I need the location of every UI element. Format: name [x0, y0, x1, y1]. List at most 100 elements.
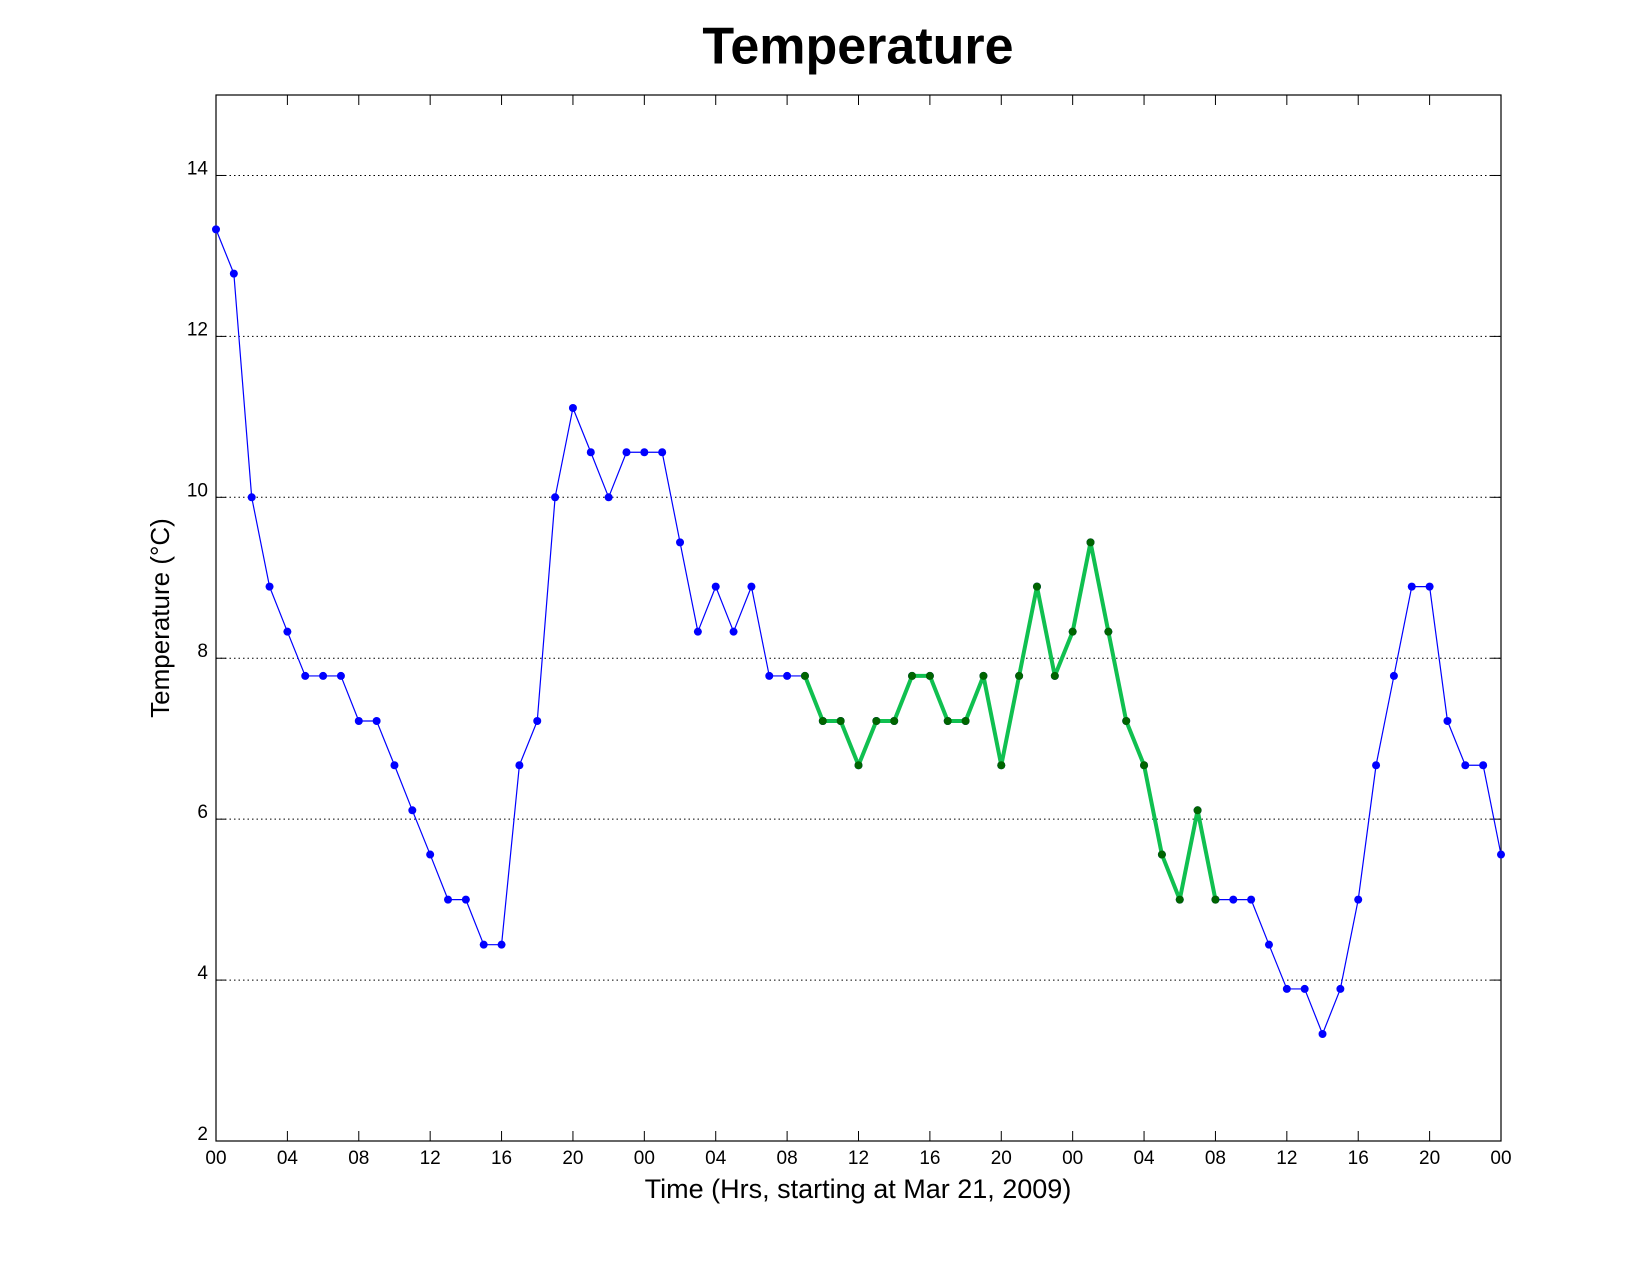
- x-tick-label: 16: [919, 1148, 940, 1169]
- data-point: [229, 269, 238, 278]
- data-point: [515, 761, 524, 770]
- data-point: [854, 761, 863, 770]
- x-tick-label: 00: [1490, 1148, 1511, 1169]
- data-point: [1354, 895, 1363, 904]
- y-axis-label: Temperature (°C): [145, 518, 175, 718]
- data-point: [390, 761, 399, 770]
- data-point: [372, 716, 381, 725]
- data-point: [283, 627, 292, 636]
- x-tick-label: 00: [1062, 1148, 1083, 1169]
- data-point: [1211, 895, 1220, 904]
- data-point: [729, 627, 738, 636]
- axes-box: [215, 94, 1502, 1142]
- data-point: [872, 716, 881, 725]
- x-tick-label: 08: [1205, 1148, 1226, 1169]
- data-point: [461, 895, 470, 904]
- data-point: [265, 582, 274, 591]
- x-tick-label: 00: [205, 1148, 226, 1169]
- data-point: [1104, 627, 1113, 636]
- data-point: [1032, 582, 1041, 591]
- data-point: [1229, 895, 1238, 904]
- data-point: [1300, 984, 1309, 993]
- data-point: [1461, 761, 1470, 770]
- data-point: [997, 761, 1006, 770]
- data-point: [943, 716, 952, 725]
- x-tick-label: 12: [848, 1148, 869, 1169]
- chart-title: Temperature: [702, 18, 1013, 76]
- data-point: [658, 448, 667, 457]
- x-tick-label: 20: [991, 1148, 1012, 1169]
- y-tick-label: 8: [197, 641, 208, 662]
- x-axis-label: Time (Hrs, starting at Mar 21, 2009): [645, 1174, 1072, 1204]
- x-tick-label: 04: [277, 1148, 299, 1169]
- x-tick-label: 00: [634, 1148, 655, 1169]
- data-point: [319, 671, 328, 680]
- y-tick-label: 14: [187, 158, 209, 179]
- data-point: [1318, 1029, 1327, 1038]
- y-tick-label: 2: [197, 1124, 208, 1145]
- data-point: [479, 940, 488, 949]
- data-point: [1247, 895, 1256, 904]
- data-point: [800, 671, 809, 680]
- data-point: [1443, 716, 1452, 725]
- data-point: [1372, 761, 1381, 770]
- data-point: [1140, 761, 1149, 770]
- data-point: [1407, 582, 1416, 591]
- data-point: [783, 671, 792, 680]
- data-point: [212, 225, 220, 234]
- data-point: [1015, 671, 1024, 680]
- data-point: [568, 403, 577, 412]
- data-point: [551, 493, 560, 502]
- y-tick-label: 4: [197, 963, 208, 984]
- data-point: [1050, 671, 1059, 680]
- data-point: [693, 627, 702, 636]
- data-point: [1425, 582, 1434, 591]
- data-point: [444, 895, 453, 904]
- y-tick-label: 6: [197, 802, 208, 823]
- data-point: [979, 671, 988, 680]
- data-point: [765, 671, 774, 680]
- data-point: [426, 850, 435, 859]
- data-point: [1497, 850, 1505, 859]
- data-point: [604, 493, 613, 502]
- data-point: [711, 582, 720, 591]
- data-point: [336, 671, 345, 680]
- y-tick-label: 10: [187, 480, 208, 501]
- data-point: [1264, 940, 1273, 949]
- x-tick-label: 16: [491, 1148, 512, 1169]
- data-point: [1282, 984, 1291, 993]
- data-point: [533, 716, 542, 725]
- data-point: [1193, 806, 1202, 815]
- series-line: [803, 540, 1218, 902]
- x-tick-label: 08: [348, 1148, 369, 1169]
- data-point: [961, 716, 970, 725]
- x-tick-label: 08: [777, 1148, 798, 1169]
- data-point: [925, 671, 934, 680]
- data-point: [1336, 984, 1345, 993]
- x-tick-label: 04: [1133, 1148, 1155, 1169]
- data-point: [1068, 627, 1077, 636]
- data-point: [408, 806, 417, 815]
- data-point: [890, 716, 899, 725]
- data-point: [1175, 895, 1184, 904]
- x-tick-label: 12: [420, 1148, 441, 1169]
- data-point: [640, 448, 649, 457]
- x-tick-label: 16: [1348, 1148, 1369, 1169]
- data-point: [586, 448, 595, 457]
- data-point: [622, 448, 631, 457]
- data-point: [1157, 850, 1166, 859]
- data-point: [747, 582, 756, 591]
- data-point: [676, 538, 685, 547]
- data-point: [1389, 671, 1398, 680]
- x-tick-label: 12: [1276, 1148, 1297, 1169]
- data-point: [1479, 761, 1488, 770]
- x-tick-label: 04: [705, 1148, 727, 1169]
- data-point: [1086, 538, 1095, 547]
- y-tick-label: 12: [187, 319, 208, 340]
- data-point: [836, 716, 845, 725]
- data-point: [818, 716, 827, 725]
- data-point: [908, 671, 917, 680]
- data-point: [247, 493, 256, 502]
- x-tick-label: 20: [1419, 1148, 1440, 1169]
